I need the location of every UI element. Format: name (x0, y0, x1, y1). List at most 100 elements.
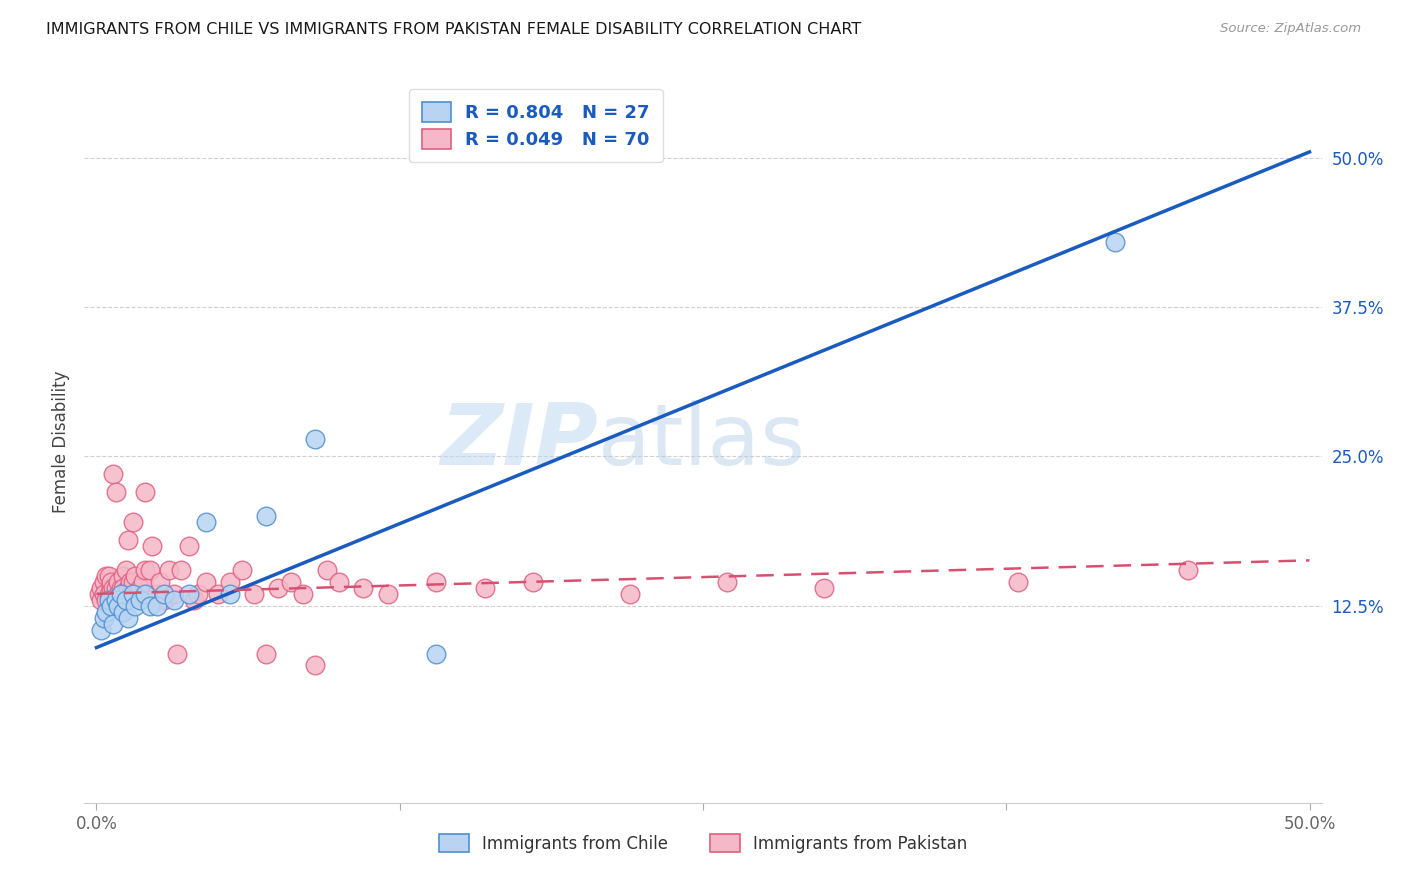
Point (127, 587, 149, 601)
Point (122, 574, 145, 589)
Point (107, 574, 129, 589)
Point (90, 592, 112, 607)
Point (103, 581, 125, 595)
Point (131, 574, 153, 589)
Text: Source: ZipAtlas.com: Source: ZipAtlas.com (1220, 22, 1361, 36)
Point (163, 592, 186, 607)
Point (219, 587, 242, 601)
Point (619, 587, 641, 601)
Point (139, 599, 162, 613)
Point (129, 592, 152, 607)
Point (114, 592, 136, 607)
Point (117, 581, 139, 595)
Point (112, 569, 135, 583)
Point (304, 658, 326, 673)
Point (97, 569, 120, 583)
Point (103, 587, 125, 601)
Point (187, 587, 209, 601)
Point (1007, 574, 1029, 589)
Point (254, 509, 277, 524)
Point (813, 581, 835, 595)
Point (153, 592, 176, 607)
Point (716, 574, 738, 589)
Point (141, 539, 163, 553)
Y-axis label: Female Disability: Female Disability (52, 370, 70, 513)
Point (107, 599, 129, 613)
Point (148, 574, 170, 589)
Point (97, 587, 120, 601)
Point (267, 581, 290, 595)
Point (166, 647, 188, 661)
Point (107, 587, 129, 601)
Point (114, 587, 136, 601)
Point (146, 587, 169, 601)
Text: atlas: atlas (598, 400, 806, 483)
Point (97, 592, 120, 607)
Point (377, 587, 399, 601)
Point (100, 574, 122, 589)
Point (280, 574, 302, 589)
Point (146, 599, 169, 613)
Point (104, 592, 127, 607)
Point (328, 574, 350, 589)
Point (291, 587, 314, 601)
Point (120, 574, 142, 589)
Legend: Immigrants from Chile, Immigrants from Pakistan: Immigrants from Chile, Immigrants from P… (432, 828, 974, 860)
Point (352, 581, 374, 595)
Point (104, 581, 127, 595)
Point (117, 533, 139, 547)
Point (163, 587, 186, 601)
Point (124, 599, 146, 613)
Point (87, 587, 110, 601)
Point (207, 587, 229, 601)
Point (124, 569, 146, 583)
Point (254, 647, 277, 661)
Point (93, 587, 115, 601)
Point (177, 539, 200, 553)
Point (129, 581, 152, 595)
Point (219, 574, 242, 589)
Point (117, 610, 139, 624)
Point (139, 563, 162, 577)
Point (194, 574, 217, 589)
Point (110, 581, 132, 595)
Point (90, 581, 112, 595)
Point (93, 610, 115, 624)
Point (170, 563, 193, 577)
Point (177, 587, 200, 601)
Point (122, 587, 145, 601)
Point (96, 569, 118, 583)
Point (90, 623, 112, 637)
Point (103, 467, 125, 482)
Point (96, 592, 118, 607)
Point (93, 574, 115, 589)
Point (110, 592, 132, 607)
Point (114, 563, 136, 577)
Point (1104, 235, 1126, 249)
Point (103, 616, 125, 631)
Point (243, 587, 266, 601)
Point (100, 581, 122, 595)
Point (120, 587, 142, 601)
Point (425, 574, 447, 589)
Text: ZIP: ZIP (440, 400, 598, 483)
Point (522, 574, 544, 589)
Point (134, 485, 156, 500)
Point (183, 592, 205, 607)
Point (231, 563, 253, 577)
Point (112, 581, 135, 595)
Point (157, 563, 180, 577)
Point (304, 432, 326, 446)
Point (110, 587, 132, 601)
Point (100, 599, 122, 613)
Point (1177, 563, 1199, 577)
Point (104, 485, 127, 500)
Point (153, 587, 176, 601)
Text: IMMIGRANTS FROM CHILE VS IMMIGRANTS FROM PAKISTAN FEMALE DISABILITY CORRELATION : IMMIGRANTS FROM CHILE VS IMMIGRANTS FROM… (46, 22, 862, 37)
Point (425, 647, 447, 661)
Point (96, 605, 118, 619)
Point (316, 563, 339, 577)
Point (474, 581, 496, 595)
Point (112, 605, 135, 619)
Point (122, 515, 145, 529)
